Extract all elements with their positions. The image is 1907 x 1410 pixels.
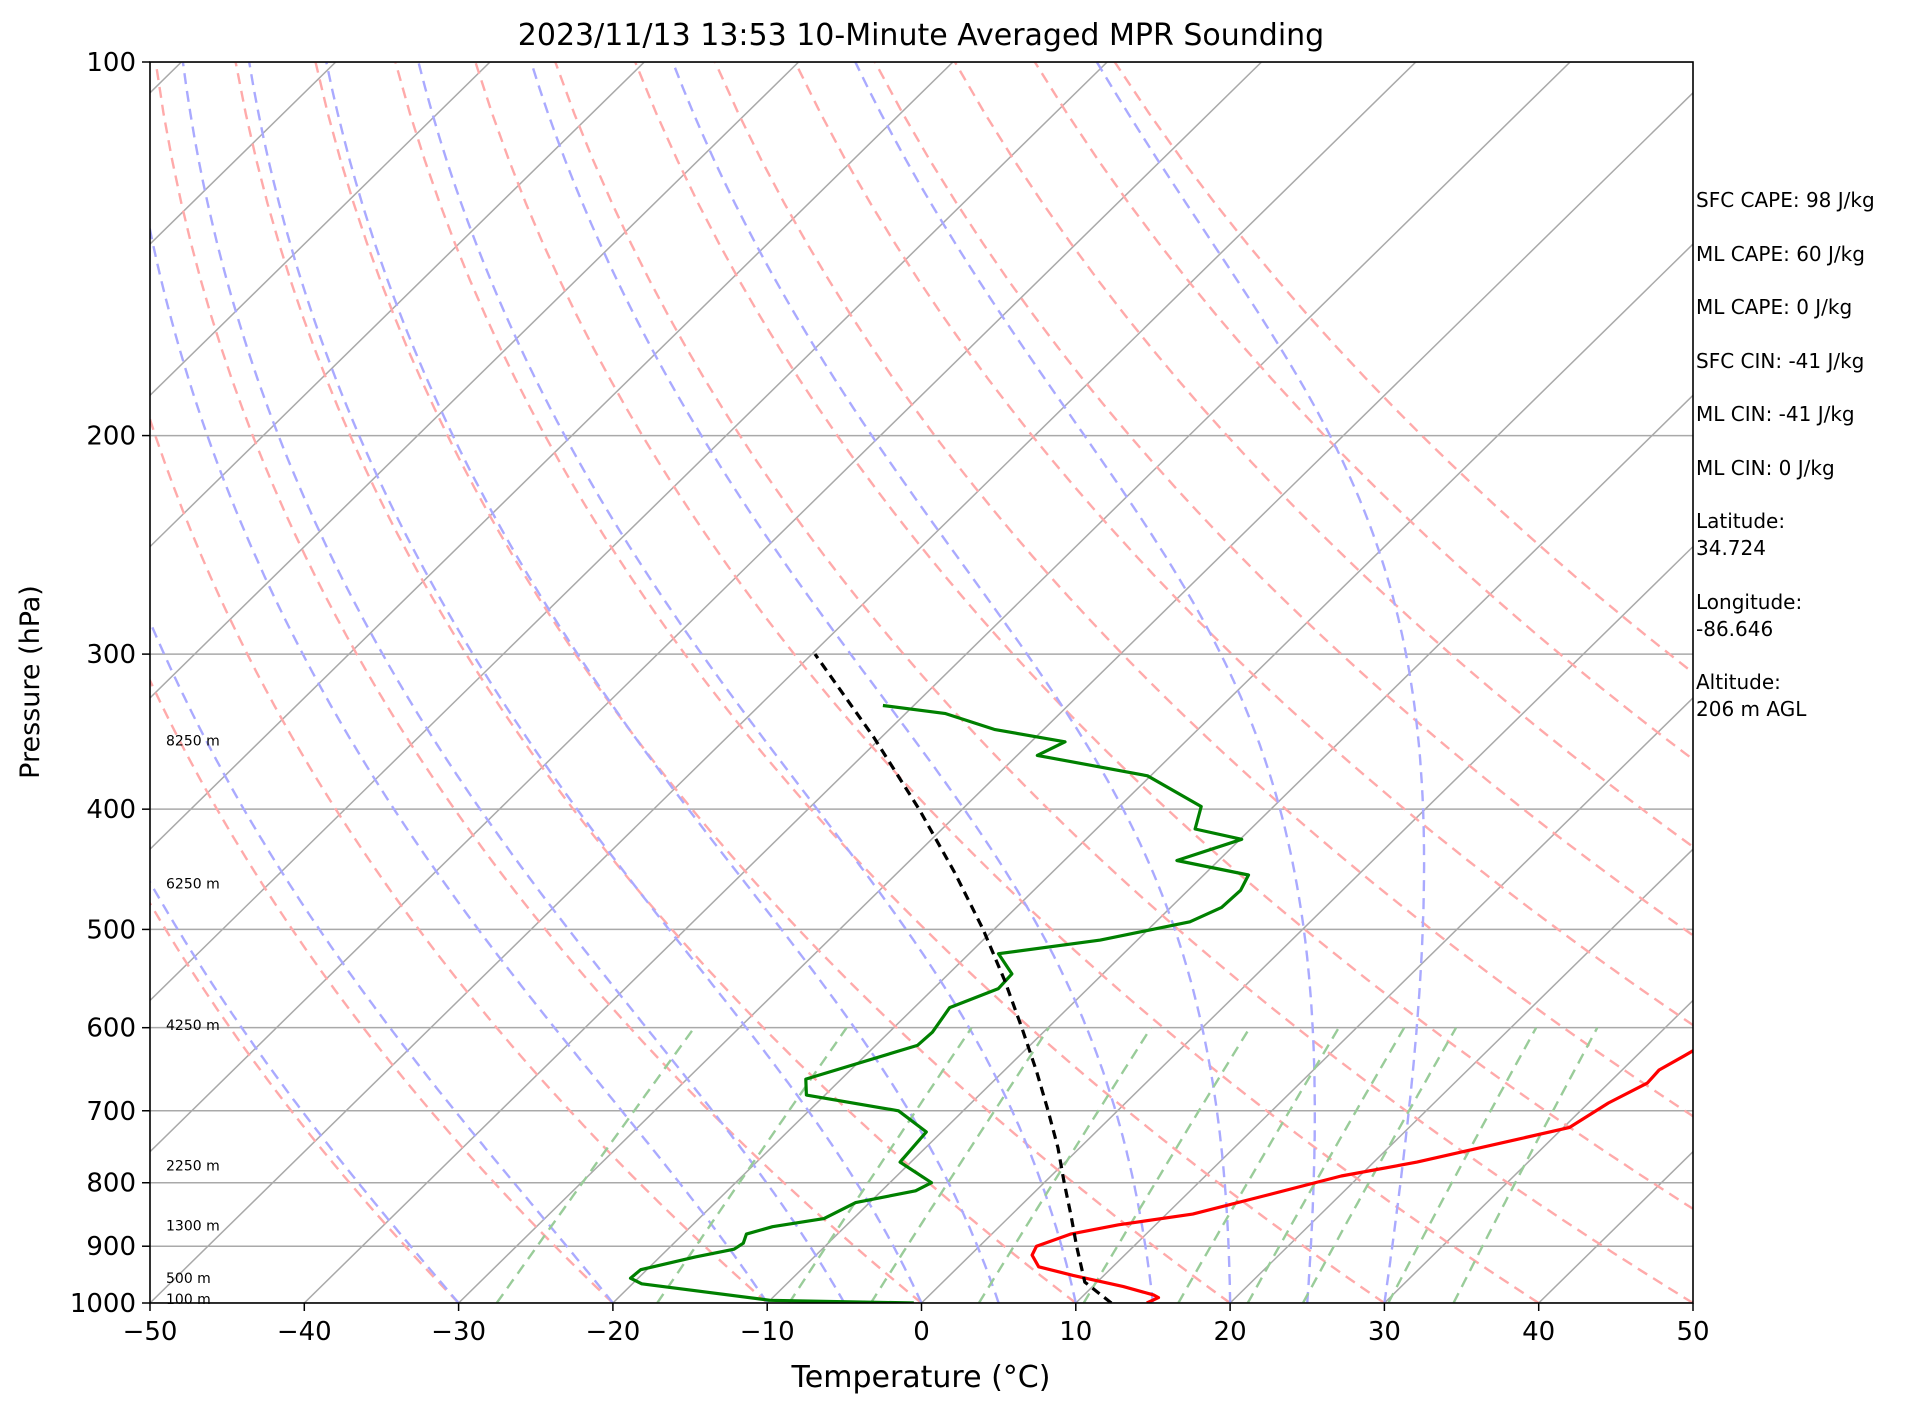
y-tick-label: 1000 (70, 1289, 136, 1319)
y-axis-label: Pressure (hPa) (15, 585, 46, 779)
x-tick-label: 0 (913, 1317, 930, 1347)
y-tick-label: 600 (86, 1014, 136, 1044)
ml-cin-text: ML CIN: -41 J/kg (1696, 401, 1855, 428)
y-tick-label: 500 (86, 915, 136, 945)
y-tick-label: 800 (86, 1169, 136, 1199)
height-label: 6250 m (166, 876, 220, 892)
x-tick-label: 50 (1676, 1317, 1709, 1347)
x-tick-label: −50 (123, 1317, 178, 1347)
x-tick-label: 20 (1214, 1317, 1247, 1347)
y-tick-label: 700 (86, 1097, 136, 1127)
y-tick-label: 900 (86, 1232, 136, 1262)
x-tick-label: −20 (585, 1317, 640, 1347)
x-axis-label: Temperature (°C) (791, 1360, 1051, 1395)
y-tick-label: 200 (86, 422, 136, 452)
x-tick-label: 40 (1522, 1317, 1555, 1347)
y-tick-label: 100 (86, 48, 136, 78)
ml-cin-text-2: ML CIN: 0 J/kg (1696, 455, 1835, 482)
height-label: 4250 m (166, 1018, 220, 1034)
height-label: 1300 m (166, 1218, 220, 1234)
chart-title: 2023/11/13 13:53 10-Minute Averaged MPR … (518, 18, 1324, 53)
x-tick-label: −10 (740, 1317, 795, 1347)
y-tick-label: 400 (86, 795, 136, 825)
sfc-cin-text: SFC CIN: -41 J/kg (1696, 348, 1864, 375)
x-tick-label: −40 (277, 1317, 332, 1347)
height-label: 8250 m (166, 733, 220, 749)
height-label: 500 m (166, 1271, 211, 1287)
altitude-text: Altitude: 206 m AGL (1696, 669, 1806, 723)
x-tick-label: 30 (1368, 1317, 1401, 1347)
x-tick-label: −30 (431, 1317, 486, 1347)
sfc-cape-text: SFC CAPE: 98 J/kg (1696, 187, 1875, 214)
latitude-text: Latitude: 34.724 (1696, 508, 1785, 562)
ml-cape-text: ML CAPE: 60 J/kg (1696, 241, 1865, 268)
longitude-text: Longitude: -86.646 (1696, 589, 1802, 643)
y-tick-label: 300 (86, 640, 136, 670)
height-label: 100 m (166, 1292, 211, 1308)
ml-cape-text-2: ML CAPE: 0 J/kg (1696, 294, 1852, 321)
x-tick-label: 10 (1059, 1317, 1092, 1347)
height-label: 2250 m (166, 1159, 220, 1175)
